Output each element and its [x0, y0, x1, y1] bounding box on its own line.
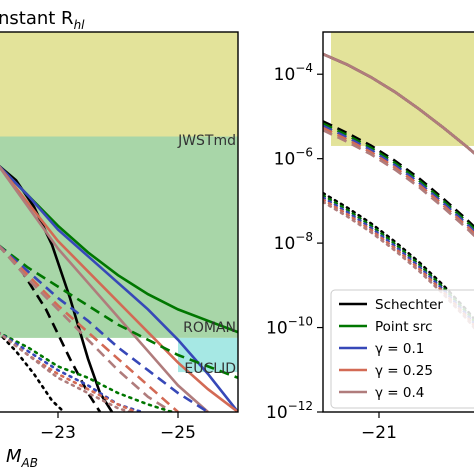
- left-lines: [0, 164, 238, 412]
- legend-box: [330, 289, 474, 409]
- y-tick-exponent: −6: [295, 146, 313, 160]
- y-tick-base: 10: [266, 403, 288, 423]
- right-series-line-dashed-group-0: [323, 120, 474, 229]
- left-bands: [0, 32, 238, 373]
- legend-label-point-src: Point src: [375, 319, 433, 335]
- left-title-main: nstant R: [0, 8, 74, 29]
- series-line-0-25-dotted: [0, 332, 138, 412]
- band-jwstmd: [0, 32, 238, 137]
- left-xlabel-sub: AB: [21, 456, 38, 470]
- y-tick-base: 10: [274, 65, 296, 85]
- y-tick-base: 10: [274, 234, 296, 254]
- series-line-0-4-dotted: [0, 332, 132, 412]
- band-label-roman: ROMAN: [183, 320, 236, 336]
- y-tick-exponent: −12: [288, 399, 313, 413]
- series-line-0-4: [0, 165, 209, 412]
- series-line-point-src-dotted: [0, 331, 174, 412]
- x-tick-label: −23: [40, 423, 76, 443]
- series-line-0-1-dashed: [0, 244, 209, 412]
- left-x-ticks: −23 −25: [40, 412, 196, 443]
- right-series-line-dashed-group-1: [323, 122, 474, 231]
- band-roman: [0, 136, 238, 338]
- y-tick-label: 10−12: [266, 399, 313, 423]
- band-label-jwstmd: JWSTmd: [177, 133, 236, 149]
- series-line-schechter-dotted: [0, 332, 66, 412]
- legend-label-0-1: γ = 0.1: [375, 341, 424, 357]
- left-panel-title: nstant Rhl: [0, 8, 85, 32]
- right-axes-frame: [322, 31, 474, 413]
- series-line-0-4-dashed: [0, 245, 173, 412]
- legend-label-0-25: γ = 0.25: [375, 363, 433, 379]
- left-series-group: [0, 164, 238, 412]
- left-axes-frame: [0, 31, 239, 413]
- right-series-line-dashed-group-2: [323, 124, 474, 233]
- right-series-line-0-4: [323, 52, 474, 155]
- y-tick-exponent: −8: [295, 230, 313, 244]
- y-tick-label: 10−8: [274, 230, 313, 254]
- right-band-jwstmd: [331, 32, 474, 146]
- right-bands: [331, 32, 474, 146]
- legend-label-0-4: γ = 0.4: [375, 385, 424, 401]
- series-line-schechter-dashed: [0, 245, 102, 412]
- y-tick-label: 10−10: [266, 315, 313, 339]
- legend-label-schechter: Schechter: [375, 297, 443, 313]
- series-line-point-src-dashed: [0, 244, 238, 380]
- x-tick-label: −21: [361, 423, 397, 443]
- y-tick-base: 10: [266, 319, 288, 339]
- y-tick-exponent: −10: [288, 315, 313, 329]
- x-tick-label: −25: [160, 423, 196, 443]
- series-line-0-1-dotted: [0, 331, 144, 412]
- y-tick-label: 10−4: [274, 61, 313, 85]
- left-panel: JWSTmd ROMAN EUCLID −23 −25 nstant Rhl MA…: [0, 8, 239, 470]
- left-xlabel-main: M: [6, 446, 22, 467]
- right-series-line-dashed-group-3: [323, 126, 474, 236]
- right-series-line-dashed-group-4: [323, 129, 474, 238]
- left-x-axis-label: MAB: [6, 446, 38, 470]
- y-tick-label: 10−6: [274, 146, 313, 170]
- band-label-euclid: EUCLID: [184, 361, 236, 377]
- y-tick-exponent: −4: [295, 61, 313, 75]
- series-line-0-25: [0, 165, 238, 412]
- y-tick-base: 10: [274, 150, 296, 170]
- left-title-sub: hl: [74, 18, 86, 32]
- legend: Schechter Point src γ = 0.1 γ = 0.25 γ = 0.4: [330, 289, 474, 409]
